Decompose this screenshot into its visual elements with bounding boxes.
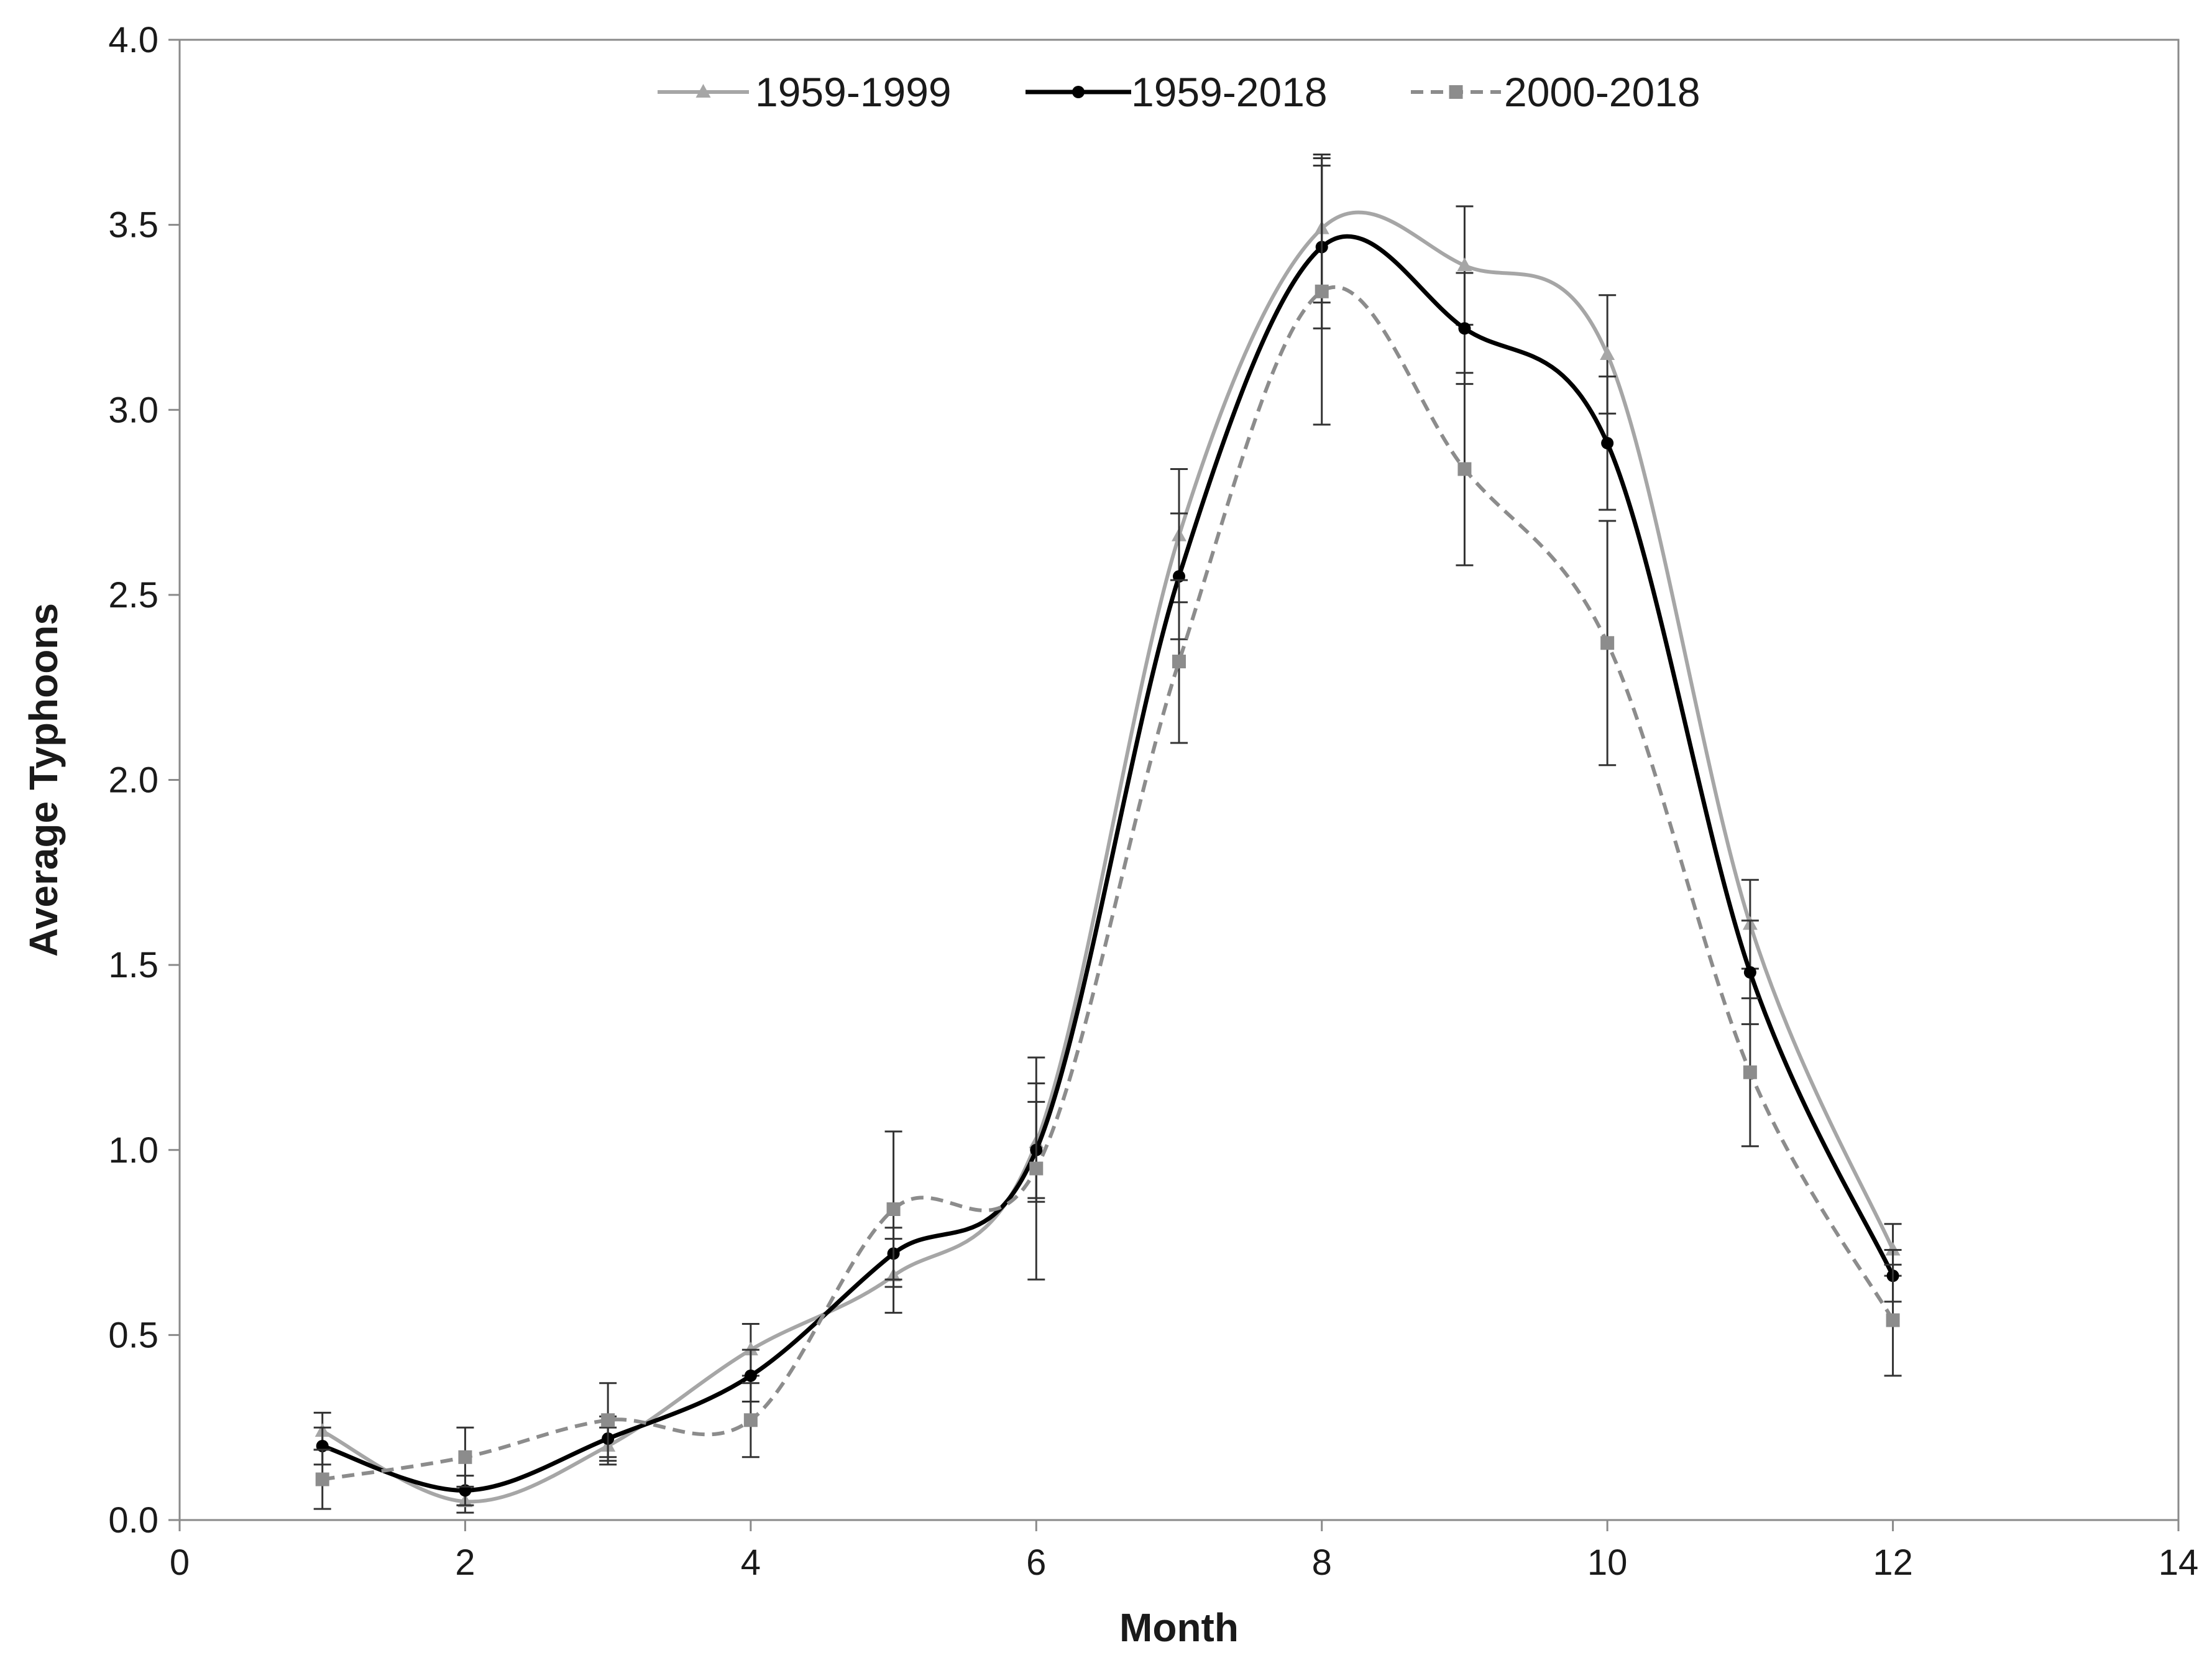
data-point [886,1202,901,1216]
series-line [320,210,1895,1504]
data-point [1457,257,1472,272]
y-tick-label: 2.5 [108,575,158,615]
data-point [1601,436,1614,449]
data-point [601,1413,615,1427]
x-tick-label: 10 [1587,1542,1628,1583]
y-tick-label: 3.5 [108,205,158,246]
y-tick-label: 1.5 [108,945,158,985]
x-tick-label: 4 [741,1542,761,1583]
data-point [1315,284,1329,298]
data-point [743,1342,758,1356]
data-point [1886,1313,1900,1327]
y-tick-label: 1.0 [108,1130,158,1171]
y-tick-label: 4.0 [108,20,158,60]
data-point [1172,655,1186,669]
series-1959-1999 [313,154,1902,1514]
series-line [320,234,1896,1493]
data-point [1743,1065,1757,1079]
x-tick-label: 0 [170,1542,190,1583]
data-point [1600,346,1615,360]
x-tick-label: 14 [2159,1542,2199,1583]
legend-label: 1959-1999 [755,69,952,115]
legend-marker [695,84,711,98]
data-point [1457,462,1472,476]
data-point [743,1413,758,1427]
legend-entry: 1959-2018 [1026,69,1328,115]
series-2000-2018 [313,157,1902,1510]
legend-label: 2000-2018 [1504,69,1700,115]
data-point [1885,1242,1901,1256]
x-tick-label: 6 [1026,1542,1046,1583]
x-tick-label: 2 [455,1542,475,1583]
y-tick-label: 3.0 [108,390,158,430]
legend: 1959-1999 1959-2018 2000-2018 [658,69,1700,115]
legend-entry: 1959-1999 [658,69,952,115]
data-point [1600,636,1615,650]
series-1959-2018 [313,164,1902,1506]
data-point [1029,1161,1044,1176]
data-point [458,1450,472,1464]
axes: 0 2 4 6 8 10 12 14 0.0 0.5 1.0 1.5 2.0 2.5 3.0 3.5 4.0 [108,20,2198,1583]
series-layer [313,154,1902,1514]
series-line [322,285,1895,1481]
data-point [1743,966,1756,979]
data-point [315,1472,329,1486]
x-axis-title: Month [1119,1605,1239,1650]
x-tick-label: 12 [1873,1542,1913,1583]
y-tick-label: 0.0 [108,1500,158,1541]
data-point [1458,322,1471,335]
y-tick-label: 0.5 [108,1315,158,1355]
y-axis-title: Average Typhoons [21,603,66,957]
legend-label: 1959-2018 [1131,69,1328,115]
legend-marker [1449,85,1463,99]
data-point [744,1369,757,1382]
y-tick-label: 2.0 [108,760,158,801]
legend-entry: 2000-2018 [1411,69,1700,115]
legend-marker [1072,86,1085,98]
x-tick-label: 8 [1312,1542,1332,1583]
